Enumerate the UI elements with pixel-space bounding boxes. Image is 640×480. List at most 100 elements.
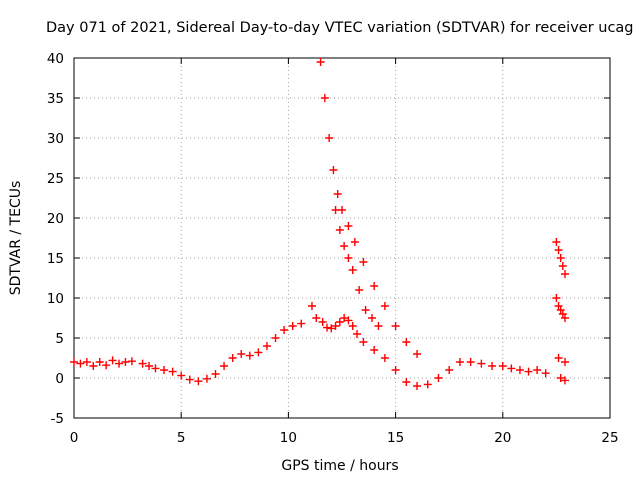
- series-segment-4: [318, 314, 497, 390]
- y-tick-label: 35: [47, 91, 64, 107]
- data-point: [160, 366, 169, 374]
- series-segment-3: [307, 302, 321, 322]
- data-point: [353, 330, 362, 338]
- data-point: [560, 358, 569, 366]
- data-point: [340, 314, 349, 322]
- x-tick-label: 15: [387, 430, 404, 446]
- data-point: [322, 323, 331, 332]
- data-point: [350, 238, 359, 246]
- data-point: [95, 358, 104, 366]
- data-point: [307, 302, 316, 310]
- data-point: [288, 322, 297, 330]
- data-point: [380, 354, 389, 362]
- y-tick-label: 10: [47, 291, 64, 307]
- data-point: [355, 286, 364, 294]
- data-point: [348, 322, 357, 330]
- y-tick-label: 40: [47, 51, 64, 67]
- series-segment-2: [138, 319, 306, 386]
- data-point: [138, 359, 147, 368]
- series-segment-7: [498, 362, 550, 378]
- data-point: [556, 374, 565, 382]
- axes: [73, 57, 611, 419]
- data-point: [318, 318, 327, 326]
- data-point: [413, 382, 422, 390]
- data-point: [554, 246, 563, 254]
- y-tick-label: -5: [51, 411, 64, 427]
- data-point: [370, 346, 379, 354]
- y-tick-label: 20: [47, 211, 64, 227]
- x-tick-label: 20: [494, 430, 511, 446]
- data-point: [280, 326, 289, 334]
- data-point: [331, 322, 340, 330]
- data-point: [262, 342, 271, 350]
- y-tick-labels: -5 0 5 10 15 20 25 30 35 40: [47, 51, 64, 427]
- x-tick-label: 5: [177, 430, 186, 446]
- data-point: [245, 351, 254, 360]
- data-point: [361, 306, 370, 314]
- data-point: [335, 226, 344, 234]
- data-point: [228, 354, 237, 362]
- data-point: [560, 314, 569, 322]
- data-point: [488, 362, 497, 370]
- x-tick-label: 25: [601, 430, 618, 446]
- data-point: [202, 374, 211, 383]
- data-point: [325, 134, 334, 142]
- data-point: [312, 314, 321, 322]
- data-point: [220, 362, 229, 370]
- data-point: [413, 350, 422, 358]
- data-point: [359, 258, 368, 266]
- data-point: [370, 282, 379, 290]
- data-point: [391, 322, 400, 330]
- data-point: [556, 254, 565, 262]
- data-point: [76, 359, 85, 368]
- data-point: [102, 361, 111, 370]
- data-point: [327, 324, 336, 333]
- data-point: [320, 94, 329, 102]
- data-point: [151, 364, 160, 373]
- data-point: [82, 358, 91, 366]
- data-point: [211, 370, 220, 378]
- data-point: [108, 356, 117, 365]
- series-segment-8: [552, 238, 569, 278]
- data-point: [554, 354, 563, 362]
- data-point: [344, 254, 353, 262]
- chart-title: Day 071 of 2021, Sidereal Day-to-day VTE…: [46, 20, 634, 36]
- data-point: [524, 367, 533, 376]
- data-point: [507, 364, 516, 373]
- data-point: [177, 371, 186, 380]
- data-point: [558, 262, 567, 270]
- y-axis-label: SDTVAR / TECUs: [8, 181, 24, 296]
- data-point: [552, 294, 561, 302]
- data-point: [168, 367, 177, 376]
- data-point: [237, 350, 246, 358]
- data-point: [121, 358, 130, 366]
- data-point: [434, 374, 443, 382]
- data-point: [115, 359, 124, 368]
- grid: [74, 58, 610, 418]
- data-point: [344, 316, 353, 325]
- data-point: [560, 270, 569, 278]
- data-point: [541, 369, 550, 378]
- data-point: [423, 380, 432, 389]
- data-point: [271, 334, 280, 342]
- y-tick-label: 30: [47, 131, 64, 147]
- x-axis-label: GPS time / hours: [281, 458, 398, 474]
- series-segment-6: [331, 206, 383, 330]
- data-point: [70, 358, 78, 366]
- data-point: [344, 222, 353, 230]
- data-point: [297, 319, 306, 328]
- data-point: [391, 366, 400, 374]
- data-point: [359, 338, 368, 346]
- data-point: [498, 362, 507, 370]
- data-point: [340, 242, 349, 250]
- data-point: [402, 338, 411, 346]
- data-point: [333, 190, 342, 198]
- series-segment-1: [70, 356, 136, 370]
- y-tick-label: 15: [47, 251, 64, 267]
- series-segment-9: [552, 294, 569, 322]
- data-point: [185, 375, 194, 384]
- y-tick-label: 0: [55, 371, 64, 387]
- x-tick-label: 0: [70, 430, 79, 446]
- data-point: [552, 238, 561, 246]
